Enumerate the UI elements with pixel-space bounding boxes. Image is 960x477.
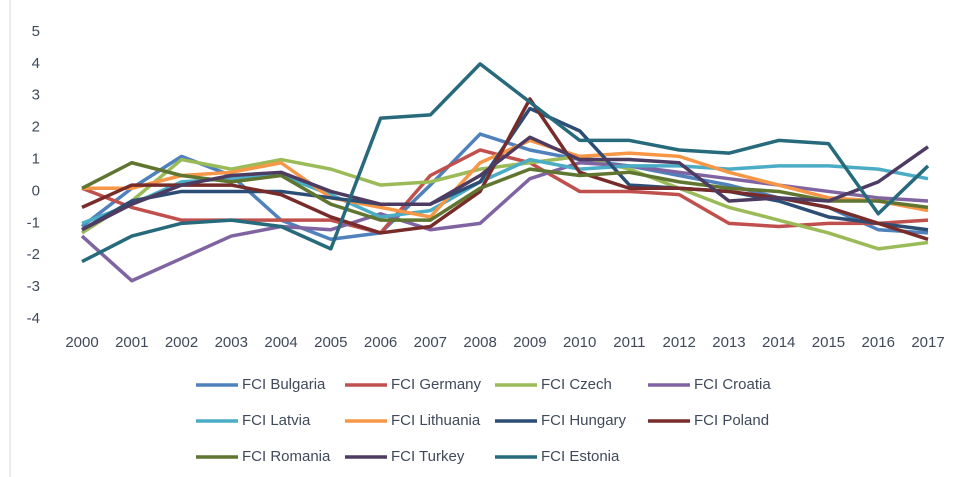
y-tick-label: -1 bbox=[27, 214, 40, 231]
y-tick-label: -2 bbox=[27, 246, 40, 263]
x-tick-label: 2009 bbox=[513, 334, 546, 351]
y-tick-label: 0 bbox=[32, 182, 40, 199]
legend-label: FCI Poland bbox=[694, 412, 769, 429]
legend-label: FCI Hungary bbox=[541, 412, 627, 429]
x-tick-label: 2016 bbox=[862, 334, 895, 351]
legend-label: FCI Estonia bbox=[541, 448, 620, 465]
x-tick-label: 2013 bbox=[712, 334, 745, 351]
series-line bbox=[81, 62, 930, 264]
y-tick-label: 5 bbox=[32, 23, 40, 40]
y-tick-label: -3 bbox=[27, 278, 40, 295]
x-tick-label: 2012 bbox=[662, 334, 695, 351]
series-line bbox=[82, 138, 929, 219]
x-tick-label: 2006 bbox=[364, 334, 397, 351]
y-tick-label: 2 bbox=[32, 119, 40, 136]
x-tick-label: 2004 bbox=[264, 334, 297, 351]
legend-label: FCI Romania bbox=[242, 448, 331, 465]
x-tick-label: 2005 bbox=[314, 334, 347, 351]
series-line bbox=[81, 154, 929, 251]
legend-label: FCI Germany bbox=[391, 376, 482, 393]
x-tick-label: 2002 bbox=[165, 334, 198, 351]
legend-label: FCI Croatia bbox=[694, 376, 771, 393]
x-tick-label: 2000 bbox=[65, 334, 98, 351]
x-tick-label: 2015 bbox=[812, 334, 845, 351]
y-tick-label: 3 bbox=[32, 87, 40, 104]
series-line bbox=[81, 160, 929, 222]
x-tick-label: 2007 bbox=[414, 334, 447, 351]
x-tick-label: 2014 bbox=[762, 334, 795, 351]
legend-label: FCI Lithuania bbox=[391, 412, 481, 429]
y-tick-label: -4 bbox=[27, 310, 40, 327]
series-line bbox=[81, 135, 930, 232]
x-tick-label: 2001 bbox=[115, 334, 148, 351]
x-tick-label: 2003 bbox=[215, 334, 248, 351]
legend-label: FCI Czech bbox=[541, 376, 612, 393]
x-tick-label: 2017 bbox=[911, 334, 944, 351]
y-tick-label: 4 bbox=[32, 55, 40, 72]
x-tick-label: 2008 bbox=[463, 334, 496, 351]
legend-label: FCI Bulgaria bbox=[242, 376, 326, 393]
legend-label: FCI Turkey bbox=[391, 448, 465, 465]
legend-label: FCI Latvia bbox=[242, 412, 311, 429]
x-tick-label: 2010 bbox=[563, 334, 596, 351]
y-tick-label: 1 bbox=[32, 151, 40, 168]
x-tick-label: 2011 bbox=[613, 334, 645, 351]
